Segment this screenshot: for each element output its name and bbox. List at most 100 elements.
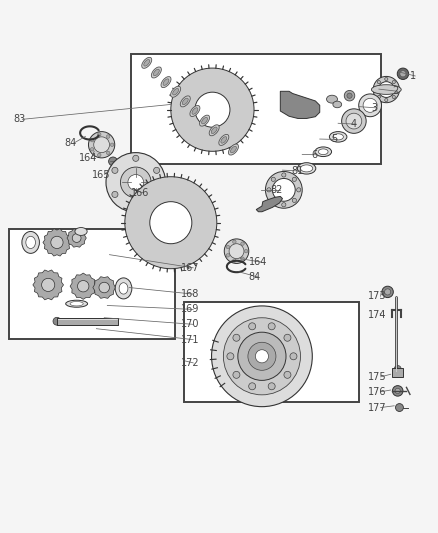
- Circle shape: [171, 68, 254, 151]
- Circle shape: [347, 93, 352, 98]
- Circle shape: [133, 204, 139, 209]
- Ellipse shape: [221, 136, 227, 143]
- Circle shape: [120, 167, 151, 198]
- Bar: [9, 229, 175, 339]
- Circle shape: [248, 342, 276, 370]
- Ellipse shape: [333, 101, 342, 108]
- Circle shape: [227, 353, 234, 360]
- Circle shape: [395, 88, 399, 91]
- Circle shape: [292, 198, 297, 203]
- Polygon shape: [43, 229, 71, 256]
- Ellipse shape: [66, 300, 88, 307]
- Circle shape: [385, 77, 388, 80]
- Circle shape: [238, 332, 286, 381]
- Text: 2: 2: [392, 86, 398, 96]
- Circle shape: [255, 350, 268, 363]
- Text: 6: 6: [311, 150, 317, 160]
- Circle shape: [195, 92, 230, 127]
- Text: 4: 4: [350, 119, 357, 129]
- Circle shape: [233, 334, 240, 341]
- Circle shape: [292, 177, 297, 181]
- Text: 176: 176: [368, 387, 386, 397]
- Text: 5: 5: [331, 134, 337, 144]
- Ellipse shape: [75, 228, 87, 236]
- Polygon shape: [33, 270, 64, 300]
- Text: 172: 172: [180, 358, 199, 368]
- Ellipse shape: [219, 134, 229, 146]
- Text: 173: 173: [368, 291, 386, 301]
- Circle shape: [88, 132, 115, 158]
- Polygon shape: [93, 277, 116, 298]
- Ellipse shape: [70, 302, 83, 306]
- Circle shape: [51, 236, 63, 248]
- Ellipse shape: [230, 146, 237, 153]
- Circle shape: [249, 323, 256, 330]
- Text: 3: 3: [371, 103, 378, 113]
- Circle shape: [290, 353, 297, 360]
- Text: 83: 83: [13, 115, 25, 124]
- Text: 169: 169: [180, 304, 199, 314]
- Circle shape: [282, 203, 286, 207]
- Text: 167: 167: [180, 263, 199, 273]
- Bar: [184, 302, 359, 402]
- Circle shape: [267, 188, 271, 192]
- Text: 170: 170: [180, 319, 199, 329]
- Circle shape: [125, 177, 217, 269]
- Circle shape: [112, 167, 118, 173]
- Circle shape: [373, 76, 399, 103]
- Ellipse shape: [192, 108, 198, 114]
- Ellipse shape: [171, 86, 180, 97]
- Ellipse shape: [190, 106, 200, 117]
- Text: 164: 164: [249, 257, 267, 267]
- Circle shape: [268, 323, 275, 330]
- Circle shape: [233, 372, 240, 378]
- Ellipse shape: [152, 67, 161, 78]
- Ellipse shape: [142, 58, 152, 68]
- Circle shape: [394, 366, 401, 373]
- Circle shape: [42, 278, 55, 292]
- Circle shape: [271, 177, 276, 181]
- Circle shape: [98, 153, 101, 157]
- Circle shape: [98, 133, 101, 136]
- Circle shape: [106, 152, 166, 212]
- Text: 174: 174: [368, 310, 386, 320]
- Ellipse shape: [22, 231, 39, 253]
- Text: 84: 84: [249, 272, 261, 282]
- Ellipse shape: [173, 88, 179, 95]
- Text: 168: 168: [180, 289, 199, 299]
- Polygon shape: [70, 273, 96, 300]
- Circle shape: [154, 167, 160, 173]
- Text: 171: 171: [180, 335, 199, 345]
- Bar: [392, 368, 403, 377]
- Polygon shape: [67, 229, 86, 247]
- Circle shape: [78, 280, 89, 292]
- Circle shape: [392, 95, 396, 99]
- Ellipse shape: [329, 132, 347, 142]
- Ellipse shape: [180, 96, 190, 107]
- Circle shape: [377, 80, 381, 84]
- Circle shape: [359, 94, 381, 117]
- Circle shape: [249, 383, 256, 390]
- Circle shape: [282, 173, 286, 177]
- Circle shape: [226, 245, 230, 249]
- Ellipse shape: [163, 79, 169, 85]
- Circle shape: [233, 240, 236, 244]
- Circle shape: [94, 137, 110, 152]
- Text: 175: 175: [368, 372, 387, 382]
- Ellipse shape: [333, 134, 343, 140]
- Text: 1: 1: [410, 71, 416, 81]
- Bar: [57, 318, 118, 325]
- Circle shape: [378, 82, 394, 98]
- Ellipse shape: [119, 282, 128, 294]
- Circle shape: [53, 317, 61, 325]
- Circle shape: [133, 155, 139, 161]
- Text: 82: 82: [271, 185, 283, 195]
- Circle shape: [392, 80, 396, 84]
- Circle shape: [223, 318, 300, 395]
- Circle shape: [342, 109, 366, 133]
- Circle shape: [346, 113, 362, 129]
- Circle shape: [154, 191, 160, 198]
- Ellipse shape: [318, 149, 328, 155]
- Bar: [131, 54, 381, 164]
- Circle shape: [400, 71, 406, 77]
